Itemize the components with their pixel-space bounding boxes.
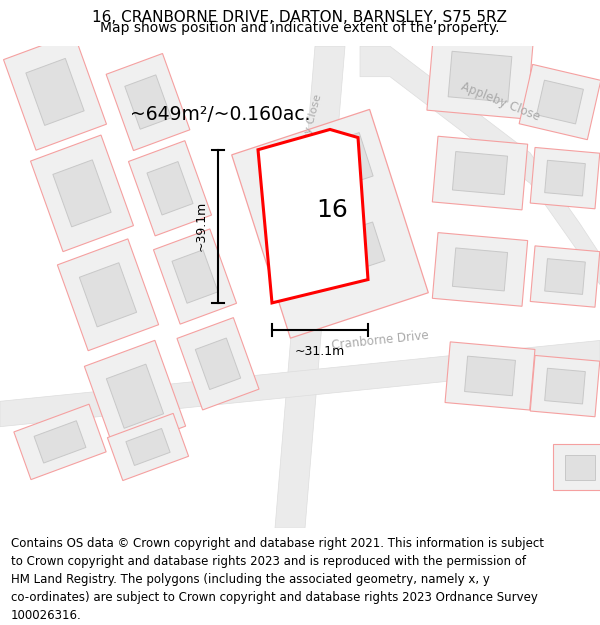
Polygon shape — [177, 318, 259, 410]
Polygon shape — [58, 239, 158, 351]
Polygon shape — [307, 132, 373, 193]
Text: HM Land Registry. The polygons (including the associated geometry, namely x, y: HM Land Registry. The polygons (includin… — [11, 572, 490, 586]
Polygon shape — [85, 341, 185, 452]
Polygon shape — [519, 64, 600, 139]
Polygon shape — [31, 135, 133, 252]
Polygon shape — [545, 368, 586, 404]
Polygon shape — [172, 250, 218, 303]
Polygon shape — [565, 454, 595, 480]
Polygon shape — [427, 34, 533, 119]
Polygon shape — [452, 248, 508, 291]
Polygon shape — [452, 151, 508, 194]
Text: 100026316.: 100026316. — [11, 609, 82, 621]
Text: Appleby Close: Appleby Close — [458, 80, 541, 124]
Polygon shape — [4, 34, 106, 150]
Text: Appleby Close: Appleby Close — [293, 93, 323, 172]
Polygon shape — [126, 429, 170, 466]
Polygon shape — [106, 54, 190, 151]
Text: Cranborne Drive: Cranborne Drive — [331, 329, 429, 352]
Polygon shape — [433, 136, 527, 210]
Polygon shape — [125, 75, 171, 129]
Polygon shape — [445, 342, 535, 410]
Polygon shape — [34, 421, 86, 463]
Polygon shape — [258, 129, 368, 303]
Text: 16: 16 — [316, 198, 348, 222]
Polygon shape — [53, 160, 111, 227]
Polygon shape — [530, 246, 600, 308]
Text: ~31.1m: ~31.1m — [295, 344, 345, 357]
Polygon shape — [154, 229, 236, 324]
Text: Map shows position and indicative extent of the property.: Map shows position and indicative extent… — [100, 21, 500, 34]
Polygon shape — [545, 160, 586, 196]
Polygon shape — [464, 356, 515, 396]
Polygon shape — [0, 341, 600, 427]
Text: Contains OS data © Crown copyright and database right 2021. This information is : Contains OS data © Crown copyright and d… — [11, 537, 544, 550]
Text: 16, CRANBORNE DRIVE, DARTON, BARNSLEY, S75 5RZ: 16, CRANBORNE DRIVE, DARTON, BARNSLEY, S… — [92, 10, 508, 25]
Polygon shape — [530, 356, 600, 417]
Polygon shape — [26, 58, 84, 126]
Polygon shape — [106, 364, 164, 428]
Polygon shape — [545, 259, 586, 294]
Text: ~39.1m: ~39.1m — [195, 201, 208, 251]
Text: to Crown copyright and database rights 2023 and is reproduced with the permissio: to Crown copyright and database rights 2… — [11, 555, 526, 568]
Polygon shape — [536, 80, 583, 124]
Polygon shape — [128, 141, 212, 236]
Polygon shape — [448, 51, 512, 102]
Polygon shape — [147, 162, 193, 215]
Polygon shape — [232, 109, 428, 338]
Polygon shape — [325, 222, 385, 276]
Polygon shape — [275, 46, 345, 528]
Polygon shape — [553, 444, 600, 490]
Polygon shape — [79, 262, 137, 327]
Polygon shape — [14, 404, 106, 479]
Text: co-ordinates) are subject to Crown copyright and database rights 2023 Ordnance S: co-ordinates) are subject to Crown copyr… — [11, 591, 538, 604]
Polygon shape — [360, 46, 600, 284]
Polygon shape — [107, 413, 188, 481]
Text: ~649m²/~0.160ac.: ~649m²/~0.160ac. — [130, 106, 311, 124]
Polygon shape — [530, 148, 600, 209]
Polygon shape — [196, 338, 241, 389]
Polygon shape — [433, 232, 527, 306]
